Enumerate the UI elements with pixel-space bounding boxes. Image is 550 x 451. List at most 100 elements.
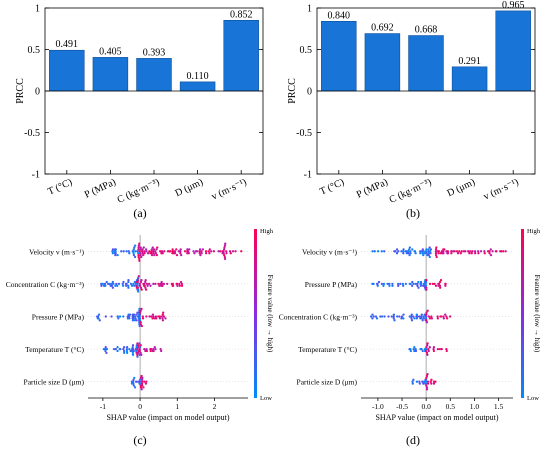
shap-point <box>402 313 405 316</box>
shap-point <box>504 250 507 253</box>
shap-point <box>408 246 412 249</box>
shap-point <box>410 313 413 316</box>
shap-point <box>204 252 208 255</box>
colorbar-label: Feature value (low → high) <box>533 275 541 353</box>
shap-point <box>425 386 429 389</box>
shap-point <box>446 250 450 253</box>
shap-point <box>442 250 445 253</box>
data-label: 0.405 <box>99 46 122 57</box>
shap-point <box>142 386 145 389</box>
shap-point <box>439 252 443 255</box>
shap-point <box>400 250 403 253</box>
shap-point <box>483 252 486 255</box>
shap-point <box>178 284 182 287</box>
shap-point <box>137 248 140 251</box>
shap-point <box>222 252 225 255</box>
data-label: 0.840 <box>328 10 351 21</box>
shap-point <box>433 282 436 286</box>
shap-point <box>201 248 205 251</box>
shap-point <box>210 250 213 253</box>
shap-point <box>132 250 135 253</box>
colorbar <box>521 229 524 398</box>
shap-point <box>131 346 134 349</box>
shap-point <box>138 346 142 349</box>
data-label: 0.692 <box>371 23 394 34</box>
shap-point <box>141 252 144 255</box>
shap-point <box>422 317 426 320</box>
shap-point <box>138 353 141 356</box>
x-tick-label: v (m·s⁻¹) <box>482 177 521 203</box>
shap-point <box>152 315 155 318</box>
shap-point <box>371 250 374 253</box>
shap-point <box>140 353 143 356</box>
shap-point <box>434 284 438 287</box>
shap-point <box>175 282 179 286</box>
shap-point <box>421 252 424 255</box>
shap-point <box>154 347 157 351</box>
shap-point <box>160 315 163 318</box>
x-tick-label: 0.0 <box>421 402 431 411</box>
shap-point <box>427 347 430 351</box>
shap-point <box>118 315 122 318</box>
shap-point <box>139 252 142 255</box>
panel-label-c: (c) <box>133 433 146 447</box>
shap-point <box>116 315 119 318</box>
shap-point <box>413 349 416 353</box>
shap-point <box>140 278 143 282</box>
shap-point <box>137 253 140 257</box>
shap-point <box>464 250 467 253</box>
x-tick-label: -1.0 <box>372 402 384 411</box>
shap-point <box>150 253 154 257</box>
shap-point <box>415 317 418 320</box>
shap-point <box>133 255 137 259</box>
shap-point <box>428 246 431 249</box>
shap-point <box>413 346 416 349</box>
shap-point <box>131 344 135 347</box>
shap-point <box>138 382 142 385</box>
shap-point <box>158 284 161 287</box>
shap-point <box>134 315 137 318</box>
shap-point <box>164 317 167 320</box>
shap-point <box>425 252 428 255</box>
shap-point <box>129 282 133 286</box>
shap-point <box>138 282 142 286</box>
data-label: 0.852 <box>230 9 253 20</box>
shap-point <box>149 347 153 351</box>
shap-point <box>409 349 412 353</box>
data-label: 0.110 <box>187 71 209 82</box>
shap-point <box>423 380 426 383</box>
shap-point <box>424 280 428 284</box>
shap-point <box>466 250 470 253</box>
shap-point <box>434 253 438 257</box>
shap-point <box>452 250 455 253</box>
shap-point <box>120 250 123 253</box>
shap-point <box>137 255 140 259</box>
x-tick-label: -0.5 <box>396 402 408 411</box>
shap-point <box>133 376 136 380</box>
shap-point <box>500 250 503 253</box>
shap-point <box>127 278 130 282</box>
shap-point <box>140 388 143 391</box>
shap-point <box>112 282 115 286</box>
feature-label: Temperature T (°C) <box>298 345 357 354</box>
shap-point <box>175 248 178 251</box>
shap-point <box>456 252 460 255</box>
shap-point <box>426 380 430 383</box>
shap-point <box>200 250 203 253</box>
shap-point <box>416 282 419 286</box>
data-label: 0.291 <box>458 56 481 67</box>
shap-point <box>166 282 169 286</box>
shap-point <box>135 344 138 347</box>
shap-point <box>430 317 434 320</box>
shap-point <box>152 252 155 255</box>
shap-point <box>139 322 142 326</box>
shap-point <box>240 250 243 253</box>
shap-point <box>180 282 184 286</box>
shap-point <box>198 252 201 255</box>
shap-point <box>141 248 144 251</box>
shap-point <box>424 284 428 287</box>
shap-point <box>127 280 130 284</box>
shap-point <box>229 252 232 255</box>
shap-point <box>488 250 491 253</box>
shap-point <box>104 349 107 353</box>
